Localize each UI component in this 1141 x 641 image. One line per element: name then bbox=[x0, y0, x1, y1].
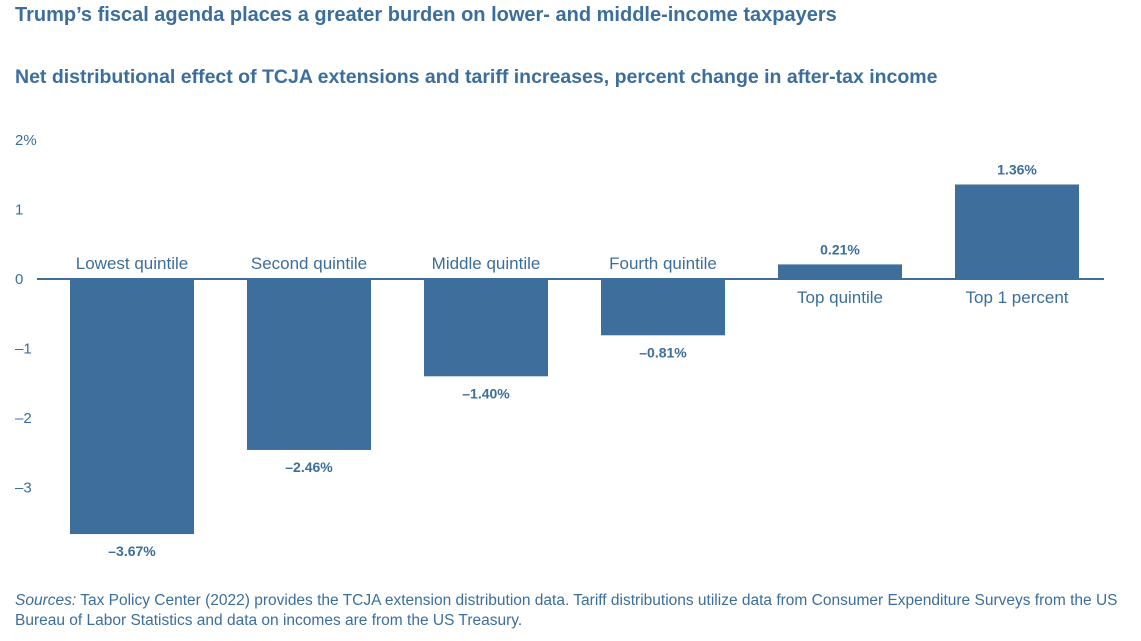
category-label: Top 1 percent bbox=[965, 288, 1068, 307]
data-label: –1.40% bbox=[462, 385, 510, 401]
data-label: –3.67% bbox=[108, 543, 156, 559]
category-label: Middle quintile bbox=[432, 254, 541, 273]
category-label: Fourth quintile bbox=[609, 254, 717, 273]
bar bbox=[247, 279, 371, 450]
chart-subtitle: Net distributional effect of TCJA extens… bbox=[15, 66, 938, 88]
y-tick-label: 2% bbox=[15, 132, 37, 149]
source-text: Tax Policy Center (2022) provides the TC… bbox=[15, 592, 1118, 629]
data-label: –0.81% bbox=[639, 344, 687, 360]
y-tick-label: –2 bbox=[15, 410, 32, 427]
bar bbox=[601, 279, 725, 336]
bar bbox=[424, 279, 548, 377]
bar bbox=[955, 184, 1079, 279]
y-tick-label: –3 bbox=[15, 480, 32, 497]
category-label: Second quintile bbox=[251, 254, 367, 273]
category-label: Top quintile bbox=[797, 288, 883, 307]
chart-title: Trump’s fiscal agenda places a greater b… bbox=[15, 4, 837, 26]
source-note: Sources: Tax Policy Center (2022) provid… bbox=[15, 591, 1135, 631]
y-tick-label: 0 bbox=[15, 271, 23, 288]
source-lead: Sources: bbox=[15, 592, 77, 609]
bar bbox=[70, 279, 194, 535]
bar-chart: 2% 1 0 –1 –2 –3 Lowest quintile –3.67% Second qu… bbox=[15, 132, 1104, 559]
bar bbox=[778, 264, 902, 279]
y-tick-label: –1 bbox=[15, 341, 32, 358]
y-tick-label: 1 bbox=[15, 202, 23, 219]
data-label: 0.21% bbox=[820, 241, 860, 257]
data-label: –2.46% bbox=[285, 459, 333, 475]
category-label: Lowest quintile bbox=[76, 254, 188, 273]
data-label: 1.36% bbox=[997, 161, 1037, 177]
